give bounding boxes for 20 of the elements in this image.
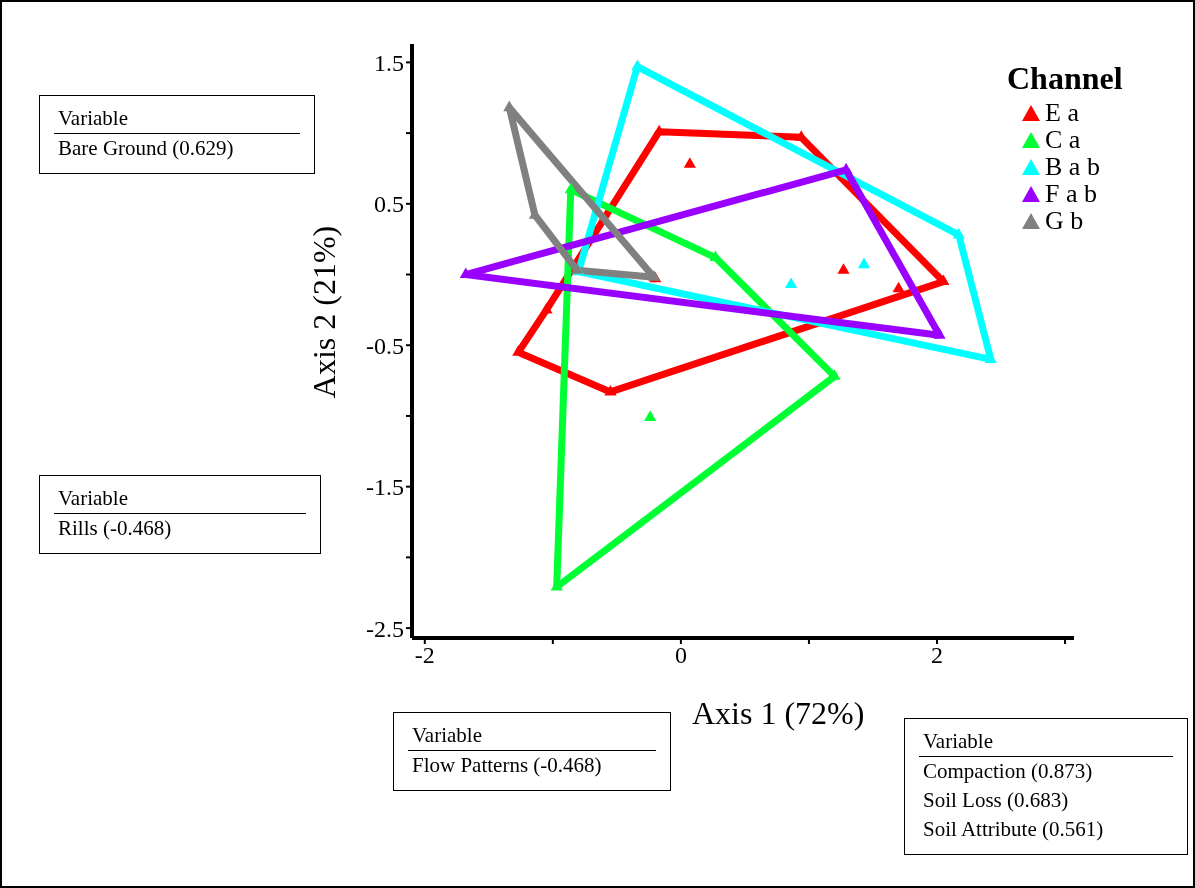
- legend-label: B a b: [1045, 152, 1100, 181]
- legend-label: F a b: [1045, 179, 1097, 208]
- x-tick-label: 2: [930, 642, 943, 669]
- text: Variable Rills (-0.468): [57, 485, 173, 542]
- x-tick-label: -2: [414, 642, 435, 669]
- legend-title: Channel: [1007, 60, 1123, 97]
- y-tick-label: 1.5: [374, 49, 404, 76]
- legend-label: C a: [1045, 125, 1081, 154]
- legend-label: E a: [1045, 98, 1079, 127]
- text: Variable Bare Ground (0.629): [57, 105, 235, 162]
- y-tick-label: -1.5: [366, 474, 404, 501]
- text: Variable Compaction (0.873) Soil Loss (0.683) Soil Attribute (0.561): [922, 728, 1105, 843]
- x-tick-label: 0: [674, 642, 687, 669]
- y-tick-label: -0.5: [366, 332, 404, 359]
- y-tick-label: -2.5: [366, 615, 404, 642]
- legend-label: G b: [1045, 206, 1084, 235]
- text: Variable Flow Patterns (-0.468): [411, 722, 603, 779]
- x-axis-title: Axis 1 (72%): [692, 695, 865, 732]
- y-axis-title: Axis 2 (21%): [305, 225, 343, 399]
- y-tick-label: 0.5: [374, 191, 404, 218]
